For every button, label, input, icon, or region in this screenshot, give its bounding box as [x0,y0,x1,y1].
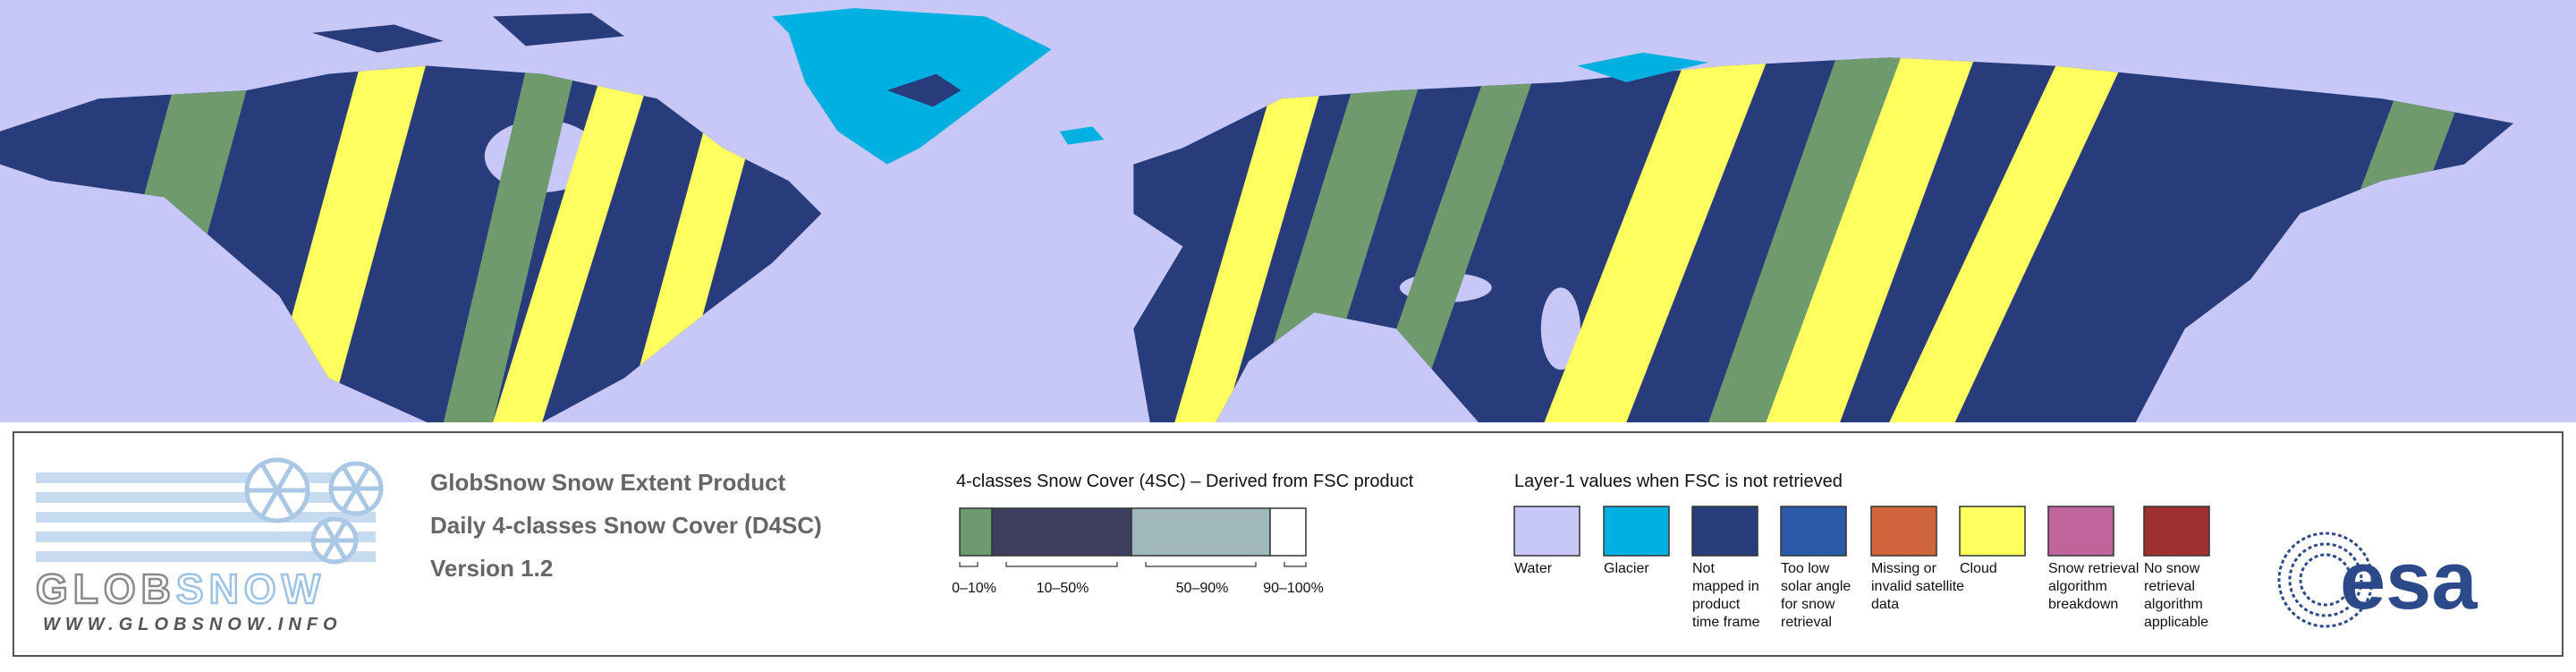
logo-band [36,532,376,542]
item-label: Too low [1781,561,1830,576]
arctic-island [493,13,624,47]
item-swatch [1691,506,1758,557]
item-label: breakdown [2048,597,2118,612]
item-label: invalid satellite [1871,579,1964,594]
wordmark-part: SNOW [176,566,326,612]
item-swatch [1513,506,1580,557]
esa-wordmark: esa [2340,535,2478,626]
item-label: applicable [2144,615,2208,630]
logo-band [36,551,376,562]
swath [1363,57,1561,423]
arctic-island [311,24,444,53]
globsnow-logo: GLOBSNOW WWW.GLOBSNOW.INFO [35,457,384,634]
item-label: data [1871,597,1899,612]
item-swatch [1959,506,2026,557]
class-label: 10–50% [1037,581,1089,596]
swath [1889,57,2153,423]
item-label: No snow [2144,561,2200,576]
esa-swirl [2277,532,2374,628]
swath [1766,57,1996,423]
class-swatch [991,507,1132,557]
layer1-legend: Layer-1 values when FSC is not retrieved… [1513,472,2210,630]
arctic-island [1577,52,1709,82]
swath [1708,57,1922,423]
product-line: Daily 4-classes Snow Cover (D4SC) [430,512,822,539]
swath [1544,57,1792,423]
swath [1248,57,1446,423]
item-label: retrieval [1781,615,1832,630]
item-label: Cloud [1960,561,1997,576]
snow-cover-legend: 4-classes Snow Cover (4SC) – Derived fro… [952,472,1414,596]
item-label: retrieval [2144,579,2195,594]
product-line: GlobSnow Snow Extent Product [430,469,786,496]
item-label: algorithm [2048,579,2107,594]
product-info: GlobSnow Snow Extent Product Daily 4-clas… [430,469,822,582]
item-swatch [1870,506,1937,557]
logo-url: WWW.GLOBSNOW.INFO [43,615,343,634]
class-bracket [1145,562,1257,567]
item-swatch [2143,506,2210,557]
class-bracket [1005,562,1118,567]
swath [493,57,674,423]
glacier-dark [886,73,962,107]
item-label: Snow retrieval [2048,561,2139,576]
class-label: 90–100% [1263,581,1324,596]
caspian [1540,287,1580,370]
esa-logo: esa [2277,532,2478,628]
product-line: Version 1.2 [430,555,553,582]
class-label: 50–90% [1176,581,1229,596]
class-swatch [1269,507,1307,557]
class-label: 0–10% [952,581,996,596]
logo-band [36,492,376,503]
class-swatch [1131,507,1271,557]
legend-title: Layer-1 values when FSC is not retrieved [1514,472,1843,491]
logo-band [36,472,376,483]
item-label: algorithm [2144,597,2203,612]
swath [443,57,592,423]
swath [1174,57,1348,423]
item-label: Glacier [1604,561,1649,576]
item-label: Water [1514,561,1553,576]
logo-wordmark: GLOBSNOW [36,566,326,612]
wordmark-part: GLOB [36,566,176,612]
item-label: solar angle [1781,579,1851,594]
snowflake [244,457,384,565]
item-label: mapped in [1692,579,1759,594]
swath [262,57,444,423]
class-swatch [959,507,993,557]
item-label: Missing or [1871,561,1937,576]
item-label: product [1692,597,1741,612]
map [0,0,2576,423]
item-swatch [1603,506,1670,557]
item-label: Not [1692,561,1715,576]
item-swatch [1780,506,1847,557]
class-bracket [959,562,979,567]
class-bracket [1284,562,1307,567]
iceland [1059,126,1105,145]
item-label: for snow [1781,597,1835,612]
legend-title: 4-classes Snow Cover (4SC) – Derived fro… [956,472,1414,491]
item-swatch [2047,506,2114,557]
item-label: time frame [1692,615,1760,630]
